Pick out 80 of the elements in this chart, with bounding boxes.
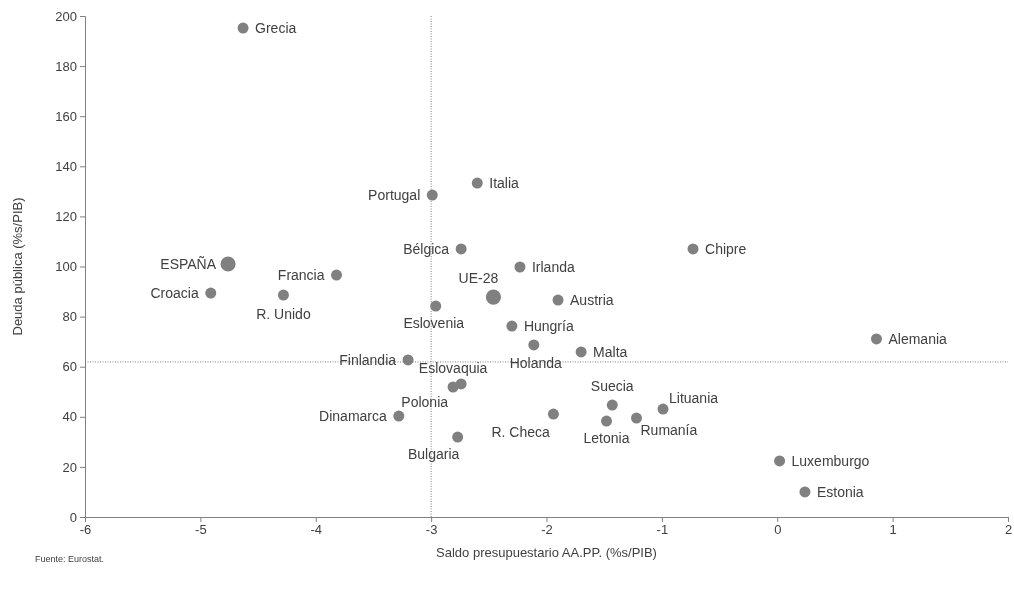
point <box>485 289 501 305</box>
series-label: UE-28 <box>458 270 499 287</box>
y-tick-label: 140 <box>55 158 77 174</box>
point <box>630 412 642 424</box>
series-label: Finlandia <box>339 351 397 368</box>
x-tick-label: 2 <box>1004 522 1013 538</box>
series-label: ESPAÑA <box>160 255 217 272</box>
point <box>205 287 217 299</box>
series-label: Holanda <box>509 354 563 371</box>
series-label: Portugal <box>368 187 421 204</box>
y-tick-label: 100 <box>55 259 77 275</box>
point <box>471 177 483 189</box>
series-label: Luxemburgo <box>791 452 870 469</box>
point <box>455 243 467 255</box>
y-tick-label: 200 <box>55 8 77 24</box>
series-label: Polonia <box>401 393 449 410</box>
series-label: Lituania <box>669 390 719 407</box>
point <box>277 289 289 301</box>
point <box>601 415 612 427</box>
series-label: Suecia <box>590 378 634 395</box>
point <box>402 354 414 366</box>
point <box>220 256 236 272</box>
point <box>774 455 786 467</box>
series-label: R. Unido <box>256 306 311 323</box>
point <box>552 294 564 306</box>
series-label: Alemania <box>888 330 948 347</box>
y-tick-label: 80 <box>62 309 77 325</box>
series-label: Eslovaquia <box>418 359 488 376</box>
x-tick-label: -2 <box>541 522 553 538</box>
series-label: Estonia <box>816 483 864 500</box>
point <box>528 339 540 351</box>
series-label: Dinamarca <box>319 408 388 425</box>
x-tick-label: -1 <box>656 522 669 538</box>
y-axis-title: Deuda pública (%s/PIB) <box>10 197 25 336</box>
point <box>452 431 464 443</box>
series-label: R. Checa <box>491 424 550 441</box>
x-tick-label: -5 <box>195 522 207 538</box>
y-tick-label: 60 <box>62 359 77 375</box>
series-label: Italia <box>489 175 520 192</box>
x-tick-label: -4 <box>310 522 323 538</box>
series-label: Bélgica <box>403 240 450 257</box>
y-tick-label: 120 <box>55 209 77 225</box>
point <box>506 320 518 332</box>
x-tick-label: -3 <box>425 522 438 538</box>
source-note: Fuente: Eurostat. <box>35 554 105 564</box>
series-label: Croacia <box>150 285 199 302</box>
y-tick-label: 0 <box>69 509 77 525</box>
point <box>430 300 442 312</box>
point <box>606 399 618 411</box>
x-tick-label: 1 <box>889 522 897 538</box>
series-label: Eslovenia <box>403 315 465 332</box>
series-label: Malta <box>593 343 628 360</box>
point <box>547 408 559 420</box>
point <box>870 333 882 345</box>
y-tick-label: 180 <box>55 58 77 74</box>
point <box>426 189 438 201</box>
point <box>237 22 249 34</box>
series-label: Hungría <box>523 318 574 335</box>
series-label: Bulgaria <box>407 446 460 463</box>
series-label: Grecia <box>255 20 297 37</box>
x-axis-title: Saldo presupuestario AA.PP. (%s/PIB) <box>436 545 657 560</box>
point <box>393 410 405 422</box>
point <box>331 269 343 281</box>
series-label: Austria <box>570 292 614 309</box>
y-tick-label: 160 <box>55 108 77 124</box>
series-label: Irlanda <box>531 259 575 275</box>
point <box>575 346 587 358</box>
series-label: Rumanía <box>640 422 698 439</box>
point <box>514 261 526 273</box>
series-label: Letonia <box>583 430 630 447</box>
point <box>455 378 467 390</box>
x-tick-label: -6 <box>79 522 92 538</box>
series-label: Chipre <box>705 240 747 257</box>
series-label: Francia <box>277 267 325 284</box>
point <box>687 243 699 255</box>
x-tick-label: 0 <box>774 522 782 538</box>
point <box>657 403 669 415</box>
y-tick-label: 40 <box>62 409 77 425</box>
y-tick-label: 20 <box>62 459 77 475</box>
point <box>799 486 811 498</box>
